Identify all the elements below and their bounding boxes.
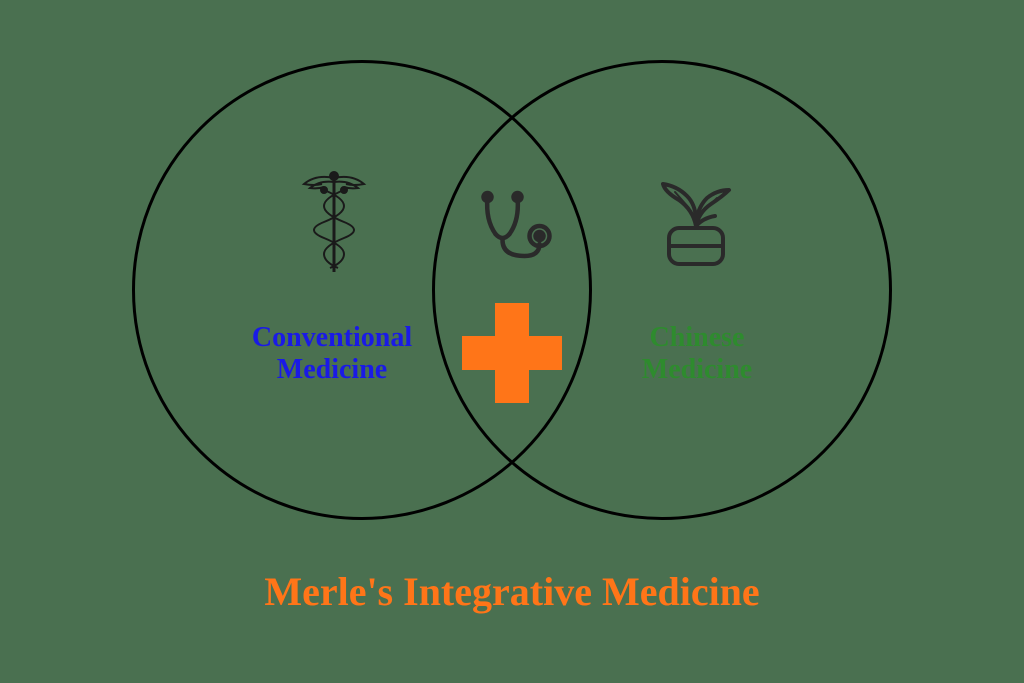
plant-pot-icon xyxy=(655,180,737,270)
diagram-caption: Merle's Integrative Medicine xyxy=(264,568,759,615)
left-circle-label: Conventional Medicine xyxy=(227,322,437,386)
stethoscope-icon xyxy=(470,190,555,270)
right-circle-label: Chinese Medicine xyxy=(612,322,782,386)
left-label-line1: Conventional xyxy=(252,322,412,353)
caduceus-icon xyxy=(294,170,374,280)
left-label-line2: Medicine xyxy=(277,354,387,385)
plus-cross-icon xyxy=(457,298,567,408)
venn-circle-right xyxy=(432,60,892,520)
venn-diagram: Conventional Medicine Chinese Medicine xyxy=(132,60,892,560)
right-label-line2: Medicine xyxy=(642,354,752,385)
right-label-line1: Chinese xyxy=(650,322,745,353)
